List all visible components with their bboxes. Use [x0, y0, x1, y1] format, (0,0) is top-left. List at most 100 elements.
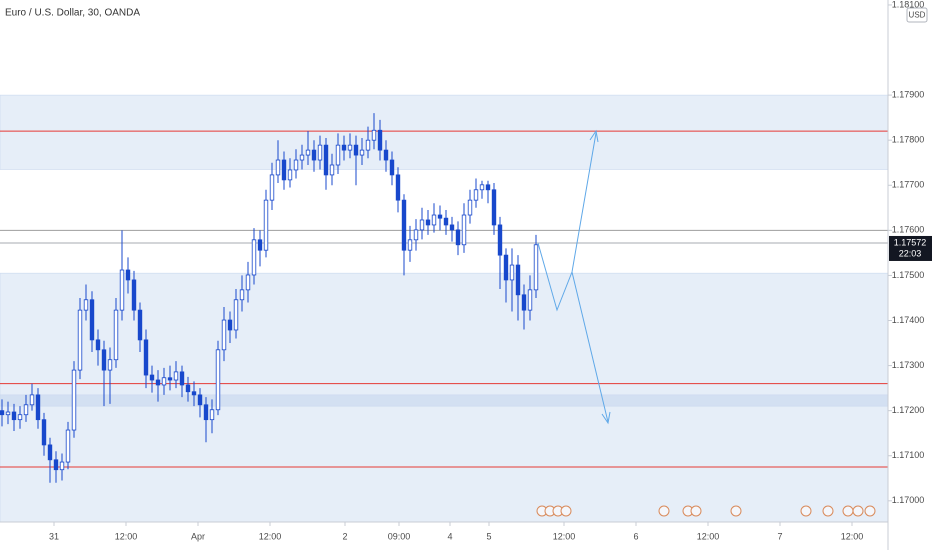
candle-body — [233, 299, 239, 331]
candle-body — [419, 219, 425, 231]
candle-body — [443, 217, 449, 226]
candle-body — [329, 164, 335, 176]
candle-body — [275, 159, 281, 176]
candle-body — [197, 394, 203, 406]
candle-body — [389, 159, 395, 176]
chart-title: Euro / U.S. Dollar, 30, OANDA — [5, 8, 140, 19]
event-icon — [690, 505, 702, 517]
candle-body — [131, 279, 137, 311]
y-tick-label: 1.17000 — [892, 495, 925, 505]
candle-body — [149, 374, 155, 381]
candle-body — [299, 154, 305, 161]
candle-body — [53, 459, 59, 471]
candle-body — [179, 371, 185, 386]
candle-body — [0, 410, 5, 416]
candle-body — [245, 274, 251, 291]
candle-body — [533, 244, 539, 291]
candle-body — [413, 229, 419, 241]
zones — [0, 94, 889, 523]
event-icon — [864, 505, 876, 517]
candle-body — [203, 404, 209, 421]
candle-body — [239, 289, 245, 301]
event-icon — [800, 505, 812, 517]
candle-body — [41, 419, 47, 446]
candle-body — [5, 411, 11, 416]
candle-body — [437, 214, 443, 219]
candle-body — [425, 219, 431, 226]
candle-body — [485, 184, 491, 191]
candle-body — [335, 144, 341, 166]
candle-body — [137, 309, 143, 341]
candle-body — [281, 159, 287, 181]
candle-body — [71, 369, 77, 431]
candle-body — [107, 359, 113, 371]
currency-label[interactable]: USD — [909, 11, 926, 20]
candle-body — [119, 269, 125, 311]
candle-body — [23, 404, 29, 416]
candle-body — [377, 129, 383, 151]
candle-body — [347, 144, 353, 151]
x-tick-label: 12:00 — [553, 531, 576, 541]
x-tick-label: Apr — [191, 531, 205, 541]
candle-body — [401, 199, 407, 251]
candle-body — [221, 319, 227, 351]
candle-body — [65, 429, 71, 463]
x-tick-label: 12:00 — [697, 531, 720, 541]
candle-body — [167, 377, 173, 381]
candle-body — [491, 189, 497, 226]
event-icon — [658, 505, 670, 517]
zone — [0, 94, 889, 170]
candle-body — [77, 309, 83, 371]
last-price-label: 1.17572 — [894, 237, 927, 247]
candle-body — [227, 319, 233, 331]
candle-body — [323, 144, 329, 176]
candle-body — [461, 214, 467, 246]
candle-body — [449, 224, 455, 231]
event-icon — [842, 505, 854, 517]
x-tick-label: 12:00 — [841, 531, 864, 541]
currency-box[interactable] — [906, 7, 928, 23]
candle-body — [365, 139, 371, 151]
candle-body — [215, 349, 221, 411]
y-tick-label: 1.17200 — [892, 405, 925, 415]
candle-body — [161, 377, 167, 386]
candle-body — [83, 299, 89, 311]
candle-body — [17, 414, 23, 421]
candle-body — [479, 184, 485, 191]
x-tick-label: 5 — [486, 531, 491, 541]
axes: 1.17000 1.17100 1.17200 1.17300 1.17400 1.175… — [49, 0, 932, 541]
x-tick-label: 4 — [447, 531, 452, 541]
candle-body — [521, 294, 527, 311]
plot — [0, 113, 888, 483]
y-tick-label: 1.17300 — [892, 360, 925, 370]
forecast-path-down — [571, 271, 609, 423]
candle-body — [497, 224, 503, 256]
candle-body — [287, 169, 293, 181]
candle-body — [293, 159, 299, 171]
event-icon — [822, 505, 834, 517]
candle-body — [263, 199, 269, 251]
arrow-head-up — [589, 129, 599, 143]
candle-body — [269, 174, 275, 201]
candle-body — [311, 149, 317, 161]
candle-body — [407, 239, 413, 251]
candle-body — [431, 214, 437, 226]
x-tick-label: 2 — [342, 531, 347, 541]
candle-body — [95, 339, 101, 351]
last-price-tag — [889, 235, 932, 261]
candle-body — [125, 269, 131, 281]
candle-body — [467, 199, 473, 216]
candle-body — [113, 309, 119, 361]
event-icon — [852, 505, 864, 517]
countdown-label: 22:03 — [899, 248, 922, 258]
candle-body — [251, 239, 257, 276]
y-tick-label: 1.17100 — [892, 450, 925, 460]
event-icons — [536, 505, 876, 517]
candle-body — [341, 144, 347, 151]
y-tick-label: 1.17500 — [892, 270, 925, 280]
x-tick-label: 12:00 — [259, 531, 282, 541]
candle-body — [191, 391, 197, 396]
arrow-head-down — [601, 411, 611, 425]
